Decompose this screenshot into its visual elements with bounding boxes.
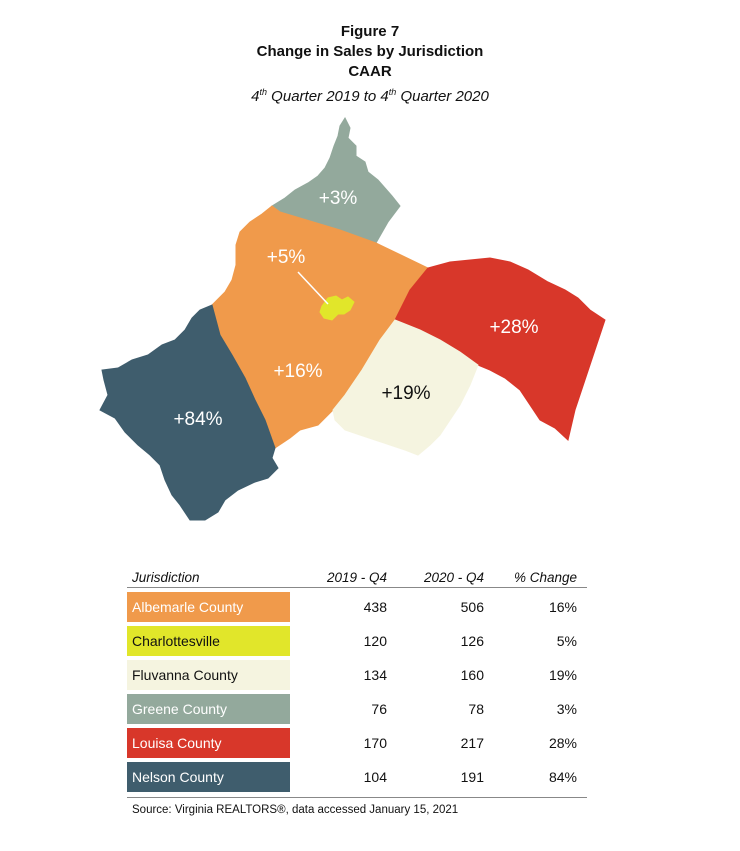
cell-jurisdiction: Fluvanna County <box>127 660 290 690</box>
cell-jurisdiction: Charlottesville <box>127 626 290 656</box>
table-row: Greene County 76 78 3% <box>127 694 587 724</box>
table-row: Albemarle County 438 506 16% <box>127 592 587 622</box>
sales-table: Jurisdiction 2019 - Q4 2020 - Q4 % Chang… <box>127 563 587 816</box>
table-row: Nelson County 104 191 84% <box>127 762 587 792</box>
cell-change: 84% <box>548 769 577 785</box>
cell-change: 16% <box>548 599 577 615</box>
cell-2019: 104 <box>363 769 387 785</box>
label-louisa: +28% <box>489 317 538 338</box>
cell-jurisdiction: Louisa County <box>127 728 290 758</box>
region-nelson[interactable] <box>99 304 279 521</box>
cell-2019: 170 <box>363 735 387 751</box>
header-2019: 2019 - Q4 <box>326 570 387 585</box>
region-albemarle[interactable] <box>211 205 429 449</box>
charlottesville-pointer <box>297 271 329 305</box>
label-charlottesville: +5% <box>267 247 306 268</box>
table-row: Louisa County 170 217 28% <box>127 728 587 758</box>
header-2020: 2020 - Q4 <box>423 570 484 585</box>
header-change: % Change <box>513 570 577 585</box>
table-row: Fluvanna County 134 160 19% <box>127 660 587 690</box>
figure-org: CAAR <box>348 63 392 80</box>
figure-subtitle: 4th Quarter 2019 to 4th Quarter 2020 <box>251 87 489 105</box>
region-charlottesville[interactable] <box>319 295 355 321</box>
cell-2019: 76 <box>371 701 387 717</box>
figure-title: Change in Sales by Jurisdiction <box>256 43 484 60</box>
cell-jurisdiction: Nelson County <box>127 762 290 792</box>
figure-label: Figure 7 <box>340 23 400 40</box>
source-note: Source: Virginia REALTORS®, data accesse… <box>127 797 587 816</box>
label-nelson: +84% <box>173 409 222 430</box>
cell-jurisdiction: Greene County <box>127 694 290 724</box>
cell-2020: 217 <box>460 735 484 751</box>
label-greene: +3% <box>319 188 358 209</box>
table-header: Jurisdiction 2019 - Q4 2020 - Q4 % Chang… <box>127 563 587 588</box>
label-fluvanna: +19% <box>381 383 430 404</box>
cell-change: 28% <box>548 735 577 751</box>
cell-change: 3% <box>556 701 577 717</box>
cell-change: 5% <box>556 633 577 649</box>
cell-2019: 438 <box>363 599 387 615</box>
cell-2020: 160 <box>460 667 484 683</box>
cell-2019: 134 <box>363 667 387 683</box>
cell-jurisdiction: Albemarle County <box>127 592 290 622</box>
table-row: Charlottesville 120 126 5% <box>127 626 587 656</box>
cell-2020: 78 <box>468 701 484 717</box>
figure-titles: Figure 7 Change in Sales by Jurisdiction… <box>0 22 740 107</box>
cell-2019: 120 <box>363 633 387 649</box>
cell-2020: 506 <box>460 599 484 615</box>
header-jurisdiction: Jurisdiction <box>132 570 200 585</box>
cell-2020: 191 <box>460 769 484 785</box>
cell-2020: 126 <box>460 633 484 649</box>
cell-change: 19% <box>548 667 577 683</box>
jurisdiction-map: +3% +5% +16% +28% +19% +84% <box>99 116 606 521</box>
region-fluvanna[interactable] <box>332 319 479 456</box>
label-albemarle: +16% <box>273 361 322 382</box>
